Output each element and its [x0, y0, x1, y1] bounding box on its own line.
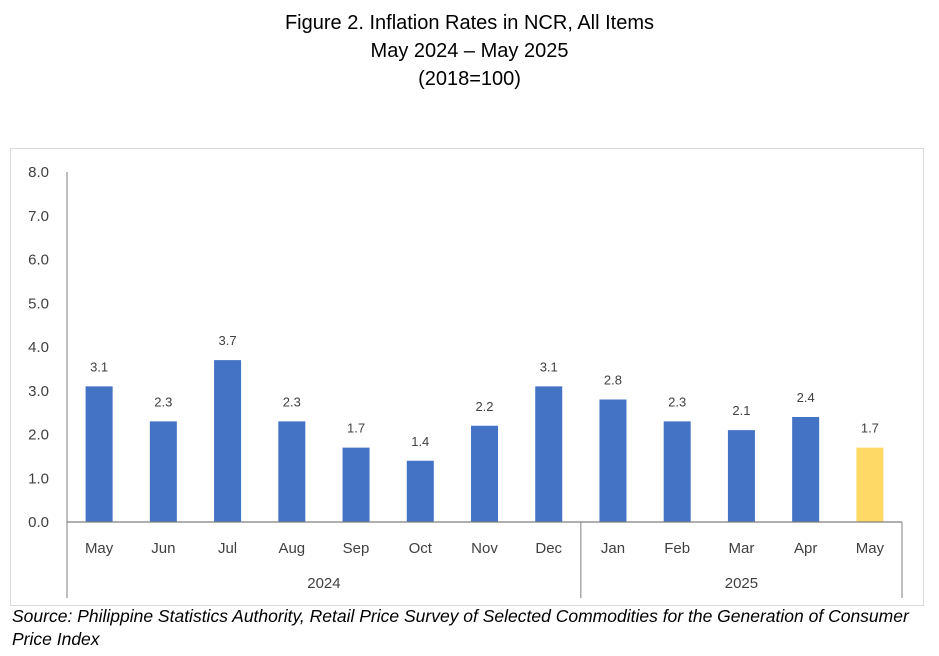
y-tick-label: 6.0	[28, 252, 49, 269]
data-label: 1.7	[347, 421, 365, 436]
x-tick-label: Mar	[729, 540, 755, 557]
y-tick-label: 3.0	[28, 383, 49, 400]
data-label: 1.7	[861, 421, 879, 436]
data-label: 3.7	[219, 333, 237, 348]
bar	[663, 421, 691, 522]
bar	[535, 386, 563, 522]
x-tick-label: Aug	[278, 540, 305, 557]
bar	[85, 386, 113, 522]
x-tick-label: Dec	[535, 540, 562, 557]
data-label: 2.1	[732, 403, 750, 418]
group-label: 2025	[725, 575, 758, 592]
y-tick-label: 5.0	[28, 295, 49, 312]
x-tick-label: Feb	[664, 540, 690, 557]
bar	[856, 447, 884, 522]
bar	[342, 447, 370, 522]
chart-area	[10, 148, 924, 606]
y-tick-label: 0.0	[28, 514, 49, 531]
data-label: 2.3	[283, 394, 301, 409]
y-tick-label: 8.0	[28, 164, 49, 181]
bar	[278, 421, 306, 522]
bar	[214, 360, 242, 522]
data-label: 2.3	[668, 394, 686, 409]
data-label: 3.1	[90, 359, 108, 374]
y-tick-label: 4.0	[28, 339, 49, 356]
y-tick-label: 2.0	[28, 427, 49, 444]
data-label: 2.4	[797, 390, 815, 405]
bar	[149, 421, 177, 522]
x-tick-label: Jul	[218, 540, 237, 557]
y-tick-label: 7.0	[28, 208, 49, 225]
x-tick-label: Jun	[151, 540, 175, 557]
data-label: 2.3	[154, 394, 172, 409]
data-label: 3.1	[540, 359, 558, 374]
x-tick-label: Oct	[409, 540, 433, 557]
bar	[792, 417, 820, 522]
bar	[406, 460, 434, 522]
source-note: Source: Philippine Statistics Authority,…	[12, 606, 909, 649]
x-tick-label: May	[856, 540, 885, 557]
title-line-3: (2018=100)	[418, 68, 521, 90]
title-line-1: Figure 2. Inflation Rates in NCR, All It…	[284, 12, 655, 34]
bar	[599, 399, 627, 522]
chart-title: Figure 2. Inflation Rates in NCR, All It…	[0, 9, 939, 93]
bar	[471, 425, 498, 522]
y-tick-label: 1.0	[28, 470, 49, 487]
group-label: 2024	[307, 575, 340, 592]
x-tick-label: Jan	[601, 540, 625, 557]
data-label: 2.2	[475, 399, 493, 414]
x-tick-label: Nov	[471, 540, 498, 557]
x-tick-label: Sep	[343, 540, 370, 557]
title-line-2: May 2024 – May 2025	[370, 40, 569, 62]
bar	[727, 430, 755, 522]
x-tick-label: Apr	[794, 540, 817, 557]
x-tick-label: May	[85, 540, 114, 557]
data-label: 1.4	[411, 434, 429, 449]
data-label: 2.8	[604, 373, 622, 388]
